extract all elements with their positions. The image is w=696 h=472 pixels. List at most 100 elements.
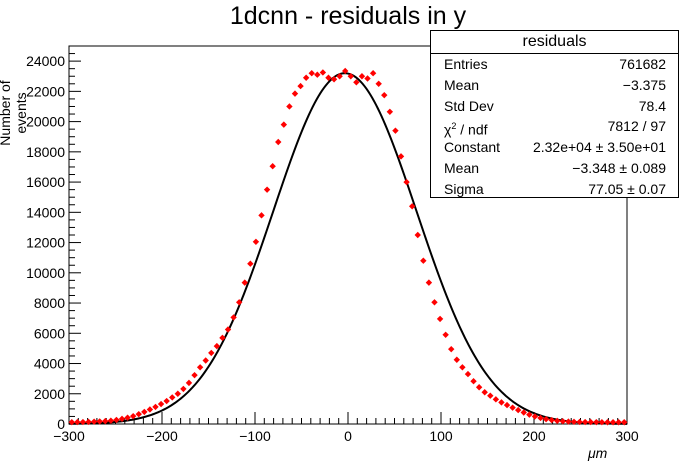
data-point <box>593 418 600 426</box>
stats-fitmean-label: Mean <box>444 159 480 176</box>
stats-row-stddev: Std Dev 78.4 <box>431 96 678 117</box>
data-point <box>107 417 115 424</box>
data-point <box>554 417 561 425</box>
stats-entries-value: 761682 <box>619 56 666 72</box>
x-tick-label: −100 <box>239 428 271 444</box>
stats-stddev-value: 78.4 <box>638 97 666 114</box>
data-point <box>146 406 154 413</box>
data-point <box>403 178 410 186</box>
stats-row-entries: Entries 761682 <box>431 54 678 75</box>
data-point <box>604 419 611 426</box>
data-point <box>180 385 187 393</box>
data-point <box>174 390 182 397</box>
y-axis-label: Number of events <box>0 80 29 146</box>
data-point <box>113 416 120 424</box>
x-tick-label: 300 <box>615 428 639 444</box>
stats-mean-label: Mean <box>444 76 480 93</box>
x-tick-label: 0 <box>344 428 352 444</box>
data-point <box>241 279 248 286</box>
data-point <box>308 70 315 77</box>
data-point <box>570 418 578 426</box>
data-point <box>230 314 237 321</box>
data-point <box>208 349 215 357</box>
stats-constant-label: Constant <box>444 139 501 156</box>
data-point <box>470 378 477 385</box>
data-point <box>542 415 550 423</box>
x-axis-label: μm <box>588 445 608 461</box>
y-tick-label: 22000 <box>26 83 65 99</box>
y-tick-label: 20000 <box>26 114 65 130</box>
data-point <box>152 403 159 411</box>
data-point <box>353 79 360 86</box>
stats-chi2-value: 7812 / 97 <box>607 118 666 135</box>
data-point <box>358 73 366 80</box>
data-point <box>369 70 377 77</box>
chi-suffix: / ndf <box>456 122 488 139</box>
data-point <box>68 418 75 426</box>
data-point <box>118 415 126 423</box>
data-point <box>302 74 310 81</box>
data-point <box>425 279 433 286</box>
data-point <box>621 419 628 426</box>
data-point <box>548 416 555 424</box>
data-point <box>275 138 282 146</box>
data-point <box>347 73 354 80</box>
x-tick-label: 100 <box>429 428 453 444</box>
data-point <box>252 238 260 246</box>
stats-entries-label: Entries <box>444 56 488 72</box>
data-point <box>487 392 494 399</box>
data-point <box>90 418 98 425</box>
data-point <box>537 414 544 422</box>
x-tick-label: 200 <box>522 428 546 444</box>
x-tick-label: −200 <box>146 428 178 444</box>
stats-sigma-value: 77.05 ± 0.07 <box>588 180 666 197</box>
stats-row-sigma: Sigma 77.05 ± 0.07 <box>431 179 678 200</box>
stats-fitmean-value: −3.348 ± 0.089 <box>572 159 666 176</box>
stats-box: residuals Entries 761682 Mean −3.375 Std… <box>430 30 679 198</box>
gaussian-fit-line <box>68 72 628 425</box>
data-point <box>297 82 304 90</box>
data-point <box>213 342 221 350</box>
data-point <box>325 74 332 81</box>
stats-row-fitmean: Mean −3.348 ± 0.089 <box>431 158 678 179</box>
data-point <box>381 91 388 99</box>
data-point <box>102 417 109 425</box>
data-point <box>85 418 92 426</box>
data-point <box>414 231 421 239</box>
stats-stddev-label: Std Dev <box>444 97 494 114</box>
data-point <box>157 400 165 408</box>
data-point <box>587 418 594 426</box>
data-point <box>342 67 349 75</box>
data-point <box>79 418 87 426</box>
data-point <box>615 419 622 426</box>
data-point <box>464 370 472 378</box>
x-tick-label: −300 <box>53 428 85 444</box>
data-point <box>141 408 148 416</box>
data-point <box>431 299 438 306</box>
stats-row-chi2: χ2 / ndf 7812 / 97 <box>431 116 678 140</box>
data-point <box>503 401 511 409</box>
data-point <box>129 412 137 420</box>
data-point <box>163 397 170 405</box>
data-point <box>280 121 288 128</box>
stats-mean-value: −3.375 <box>622 76 666 93</box>
data-point <box>531 413 539 420</box>
data-point <box>609 419 617 426</box>
chi-symbol: χ <box>444 122 452 139</box>
stats-chi2-label: χ2 / ndf <box>444 116 488 140</box>
data-point <box>581 418 589 426</box>
y-tick-label: 0 <box>57 416 65 432</box>
stats-sigma-label: Sigma <box>444 180 484 197</box>
data-point <box>598 419 606 426</box>
data-point <box>397 153 405 160</box>
data-point <box>314 71 321 78</box>
y-tick-label: 4000 <box>34 356 65 372</box>
data-point <box>169 394 176 401</box>
data-point <box>392 127 399 134</box>
data-point <box>191 371 198 379</box>
data-point <box>436 315 444 323</box>
data-point <box>135 410 142 418</box>
data-point <box>565 418 572 425</box>
data-point <box>219 334 226 342</box>
